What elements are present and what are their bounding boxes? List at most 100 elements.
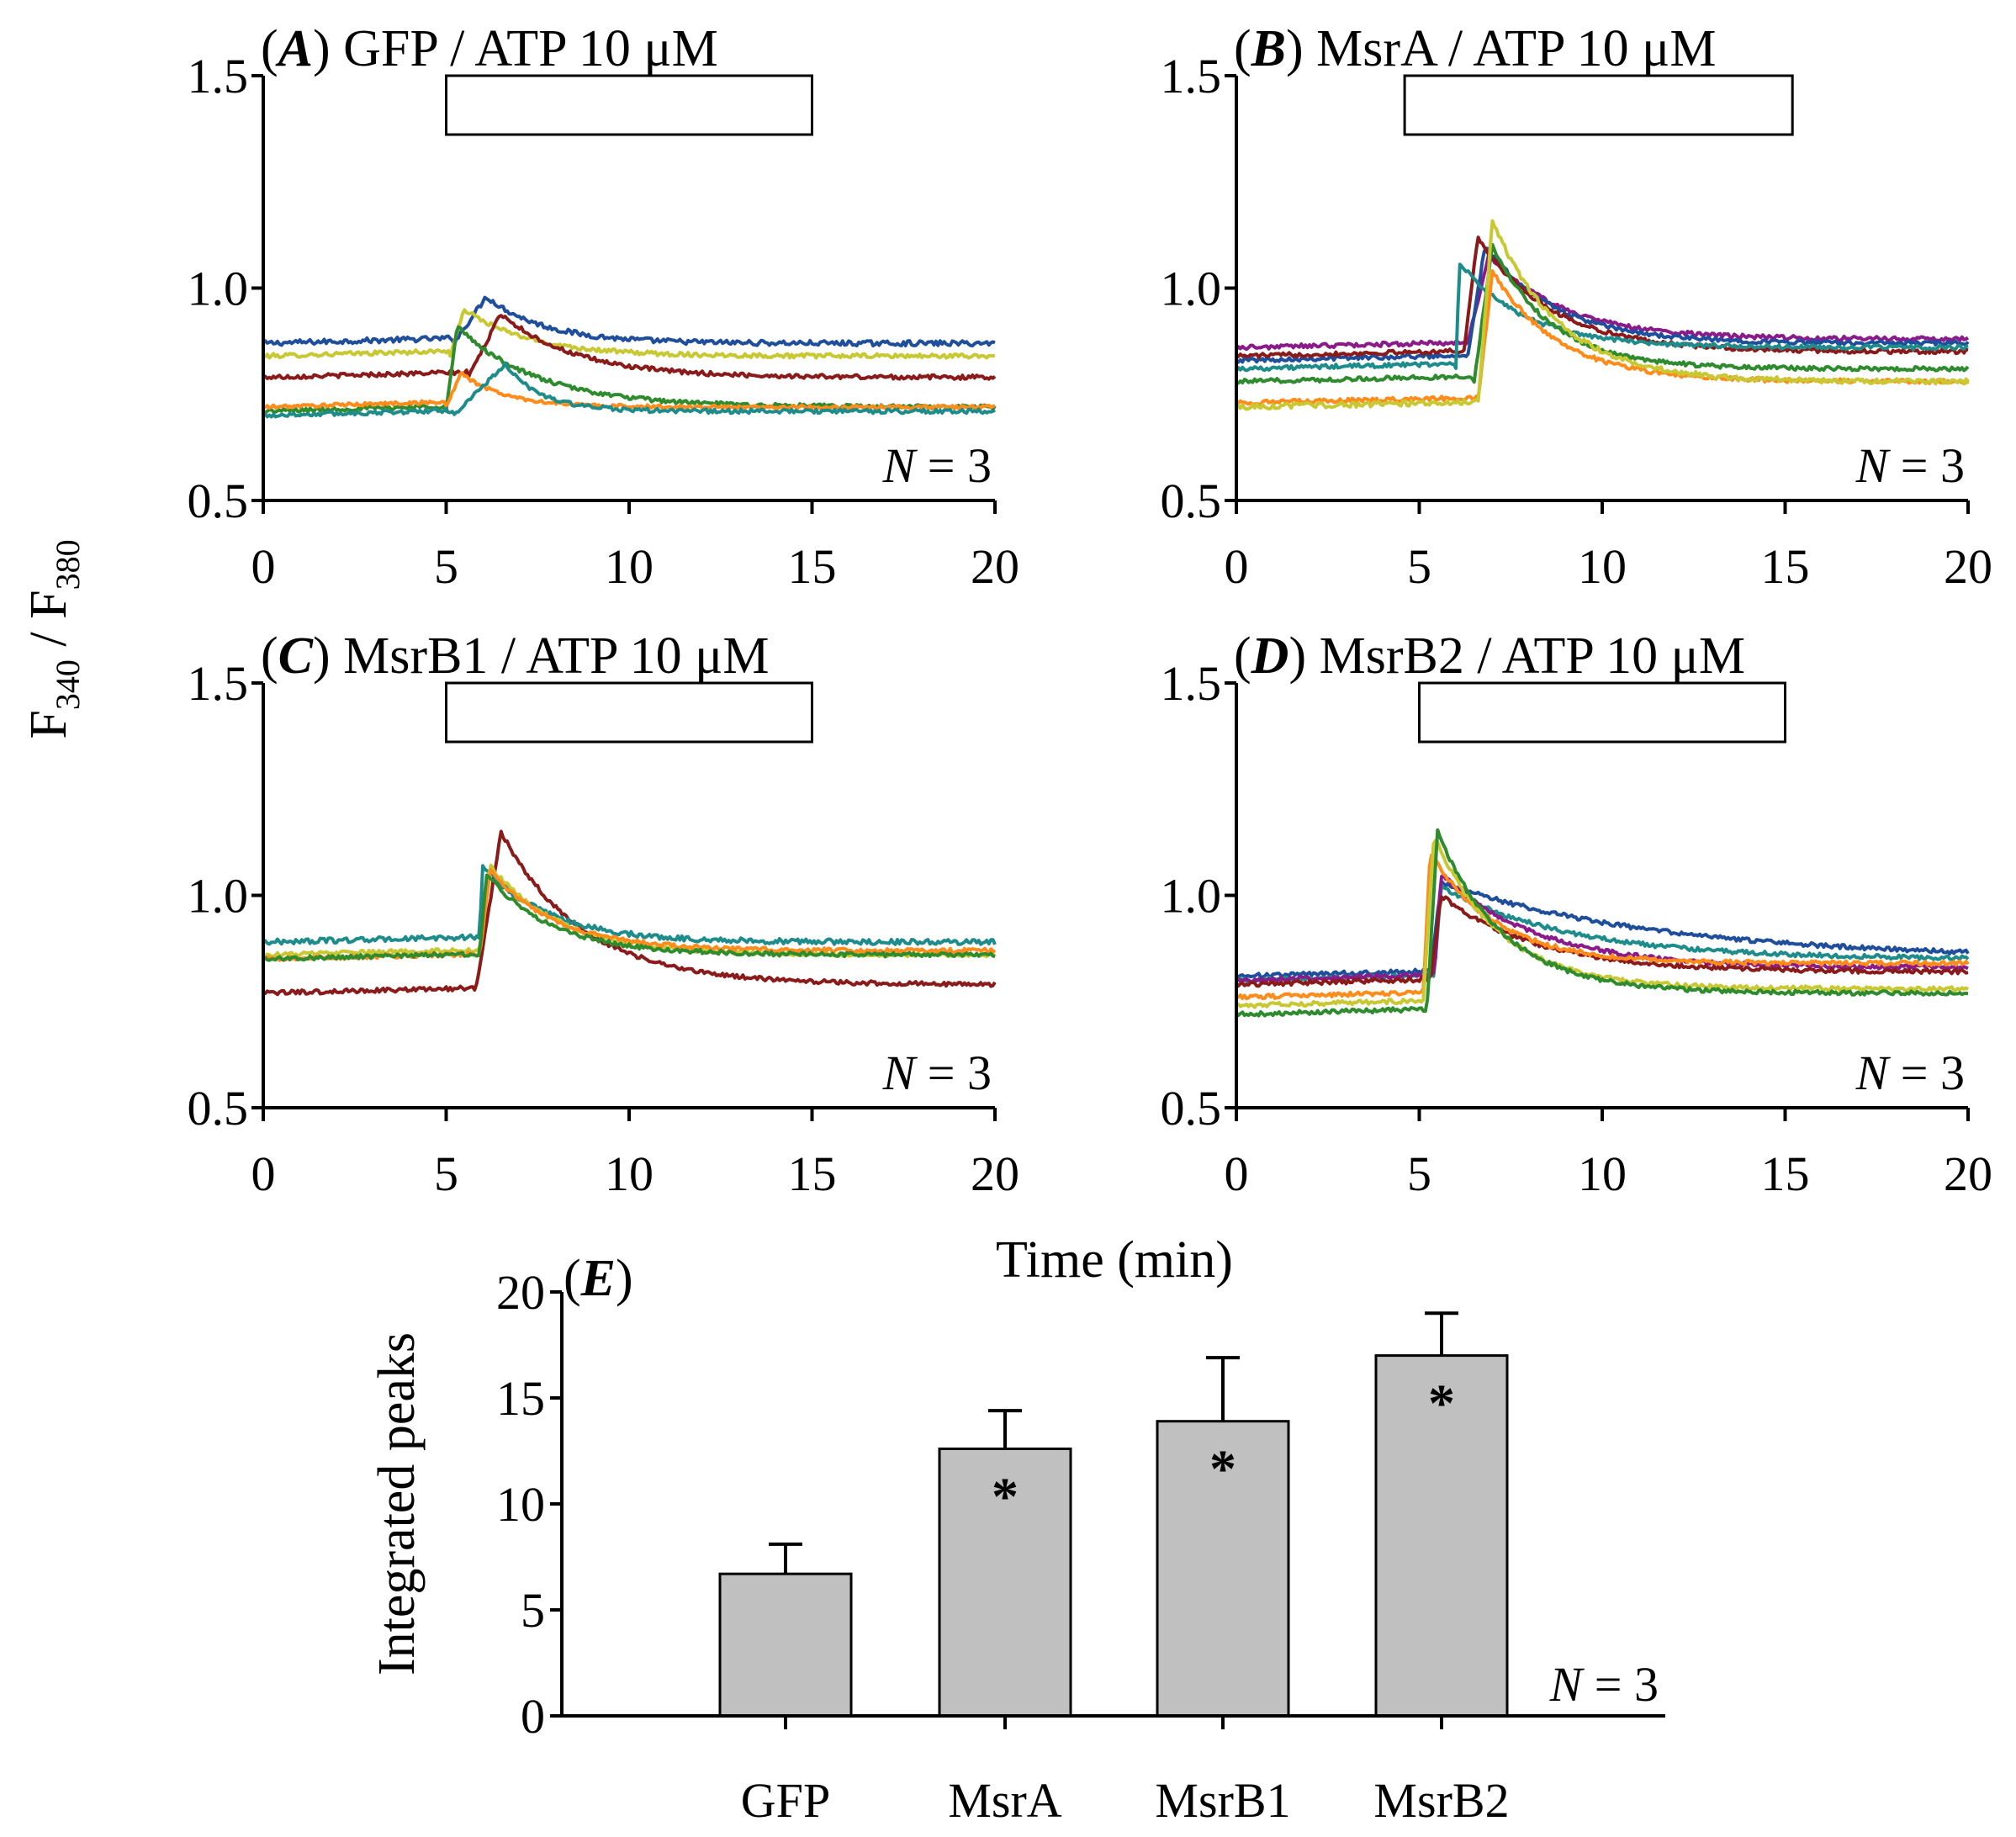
trace-c-5 [262, 873, 996, 962]
x-tick-label-a-2: 10 [605, 539, 653, 594]
x-tick-label-c-4: 20 [971, 1146, 1019, 1201]
x-tick-label-c-3: 15 [788, 1146, 837, 1201]
x-tick-label-b-2: 10 [1578, 539, 1627, 594]
trace-b-4 [1235, 262, 1969, 373]
y-title-sub1: 340 [49, 659, 87, 710]
y-tick-label-a-2: 1.5 [188, 49, 249, 103]
panel-title-paren-open-c: ( [261, 627, 278, 685]
trace-b-7 [1235, 219, 1970, 411]
y-tick-label-b-1: 1.0 [1161, 262, 1222, 316]
significance-star-1: * [992, 1466, 1019, 1526]
panel-title-paren-open-d: ( [1234, 627, 1251, 685]
trace-b-2 [1236, 246, 1970, 364]
bar-msrb2 [1374, 1354, 1509, 1718]
significance-star-2: * [1209, 1439, 1236, 1499]
trace-a-5 [262, 371, 996, 410]
y-tick-label-a-0: 0.5 [188, 474, 249, 528]
x-tick-label-a-1: 5 [434, 539, 458, 594]
atp-stimulus-bar-d [1418, 681, 1786, 744]
x-tick-label-a-4: 20 [971, 539, 1019, 594]
y-tick-label-e-0: 0 [521, 1689, 545, 1744]
trace-d-7 [1235, 828, 1969, 1018]
trace-d-3 [1236, 873, 1969, 984]
shared-y-axis-title: F340 / F380 [20, 539, 87, 739]
panel-e-integrated-peaks: GFP * MsrA * MsrB1 * MsrB2 0 5 10 15 20 (E) Integrate… [368, 1250, 1665, 1828]
panel-title-text-a: ) GFP / ATP 10 μM [313, 20, 718, 77]
panel-title-text-d: ) MsrB2 / ATP 10 μM [1288, 627, 1745, 685]
trace-a-3 [262, 314, 997, 381]
n-label-a: N = 3 [882, 438, 992, 493]
panel-letter-d: D [1251, 627, 1289, 685]
y-tick-label-e-1: 5 [521, 1583, 545, 1638]
n-label-b: N = 3 [1855, 438, 1965, 493]
n-label-italic-e: N [1549, 1657, 1585, 1712]
n-label-italic-d: N [1855, 1046, 1892, 1100]
trace-c-1 [262, 829, 997, 997]
category-label-2: MsrB1 [1155, 1773, 1290, 1828]
x-tick-label-b-0: 0 [1225, 539, 1249, 594]
panel-letter-b: B [1251, 20, 1286, 77]
x-tick-label-c-1: 5 [434, 1146, 458, 1201]
trace-a-1 [262, 295, 996, 347]
panel-title-paren-open-a: ( [261, 20, 278, 77]
x-tick-label-b-3: 15 [1761, 539, 1810, 594]
y-tick-label-d-1: 1.0 [1161, 869, 1222, 924]
panel-title-text-c: ) MsrB1 / ATP 10 μM [313, 627, 770, 685]
trace-b-5 [1236, 242, 1970, 385]
n-label-italic-c: N [882, 1046, 918, 1100]
shared-x-axis-title: Time (min) [996, 1231, 1233, 1289]
panel-title-paren-open-b: ( [1234, 20, 1251, 77]
atp-stimulus-bar-b [1403, 74, 1794, 136]
bar-gfp [718, 1572, 853, 1718]
category-label-1: MsrA [948, 1773, 1061, 1828]
x-tick-label-d-1: 5 [1407, 1146, 1431, 1201]
y-tick-label-b-2: 1.5 [1161, 49, 1222, 103]
y-tick-label-c-1: 1.0 [188, 869, 249, 924]
y-title-sub2: 380 [49, 539, 87, 590]
panel-title-paren-close-e: ) [616, 1250, 633, 1307]
panel-title-paren-open-e: ( [564, 1250, 581, 1307]
panel-title-c: (C) MsrB1 / ATP 10 μM [261, 627, 770, 685]
x-tick-label-b-4: 20 [1944, 539, 1992, 594]
panel-d-msrb2: 0.5 1.0 1.5 0 5 10 15 20 (D) MsrB2 / ATP 10 μM N … [1161, 627, 1993, 1201]
n-label-c: N = 3 [882, 1046, 992, 1100]
x-tick-label-d-3: 15 [1761, 1146, 1810, 1201]
x-tick-label-c-2: 10 [605, 1146, 653, 1201]
y-tick-label-e-3: 15 [496, 1371, 545, 1426]
panel-a-gfp: 0.5 1.0 1.5 0 5 10 15 20 (A) GFP / ATP 10 μM N = … [188, 20, 1020, 594]
trace-a-6 [262, 361, 997, 419]
panel-title-e: (E) [564, 1250, 633, 1307]
trace-d-6 [1236, 839, 1970, 1009]
n-label-rest-d: = 3 [1888, 1046, 1965, 1100]
trace-d-1 [1235, 880, 1970, 980]
x-tick-label-d-0: 0 [1225, 1146, 1249, 1201]
x-tick-label-d-4: 20 [1944, 1146, 1992, 1201]
n-label-rest-c: = 3 [915, 1046, 992, 1100]
panel-title-text-b: ) MsrA / ATP 10 μM [1286, 20, 1717, 77]
y-tick-label-a-1: 1.0 [188, 262, 249, 316]
panel-letter-e: E [580, 1250, 616, 1307]
n-label-rest-b: = 3 [1888, 438, 1965, 493]
trace-c-2 [262, 864, 997, 946]
atp-stimulus-bar-c [445, 681, 813, 744]
x-tick-label-b-1: 5 [1407, 539, 1431, 594]
y-tick-label-e-4: 20 [496, 1265, 545, 1320]
n-label-rest-a: = 3 [915, 438, 992, 493]
y-tick-label-c-2: 1.5 [188, 656, 249, 711]
y-tick-label-e-2: 10 [496, 1477, 545, 1532]
bar-msrb1 [1156, 1420, 1290, 1718]
y-axis-title-e: Integrated peaks [368, 1332, 426, 1676]
n-label-rest-e: = 3 [1582, 1657, 1659, 1712]
panel-letter-c: C [278, 627, 314, 685]
y-tick-label-c-0: 0.5 [188, 1081, 249, 1136]
y-tick-label-b-0: 0.5 [1161, 474, 1222, 528]
trace-d-5 [1235, 853, 1970, 1001]
n-label-italic-b: N [1855, 438, 1892, 493]
y-tick-label-d-0: 0.5 [1161, 1081, 1222, 1136]
y-title-main: F [20, 710, 77, 739]
y-tick-label-d-2: 1.5 [1161, 656, 1222, 711]
n-label-e: N = 3 [1549, 1657, 1659, 1712]
x-tick-label-a-0: 0 [251, 539, 276, 594]
panel-title-b: (B) MsrA / ATP 10 μM [1234, 20, 1717, 77]
